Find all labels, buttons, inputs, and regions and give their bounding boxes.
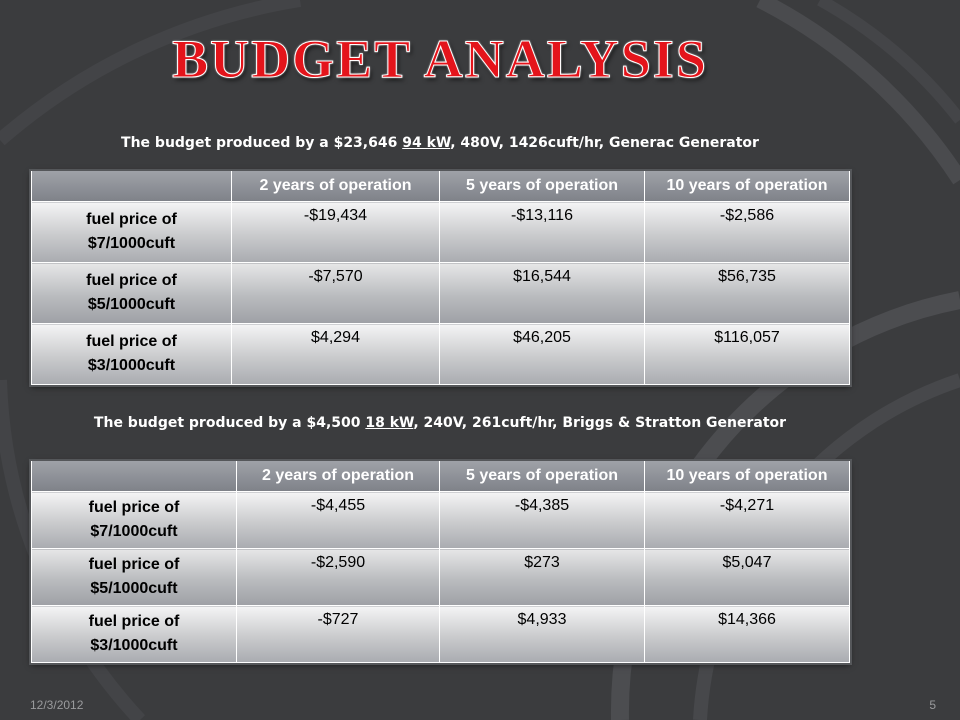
value-cell: $116,057	[644, 323, 850, 385]
row-label-line: fuel price of	[88, 556, 180, 573]
caption-text: The budget produced by a $23,646	[121, 135, 403, 151]
value-cell: $4,933	[439, 605, 645, 663]
row-label-line: fuel price of	[86, 333, 177, 350]
table-header-row: 2 years of operation 5 years of operatio…	[31, 171, 850, 202]
header-cell-empty	[31, 171, 232, 202]
row-label: fuel price of $7/1000cuft	[31, 491, 237, 549]
header-cell: 10 years of operation	[644, 171, 850, 202]
row-label: fuel price of $3/1000cuft	[31, 605, 237, 663]
value-cell: $273	[439, 548, 645, 606]
row-label-line: $7/1000cuft	[87, 235, 176, 252]
table-row: fuel price of $7/1000cuft -$19,434 -$13,1…	[31, 201, 850, 263]
value-cell: -$19,434	[231, 201, 440, 263]
caption-underlined-text: 18 kW	[365, 415, 414, 431]
row-label-line: $5/1000cuft	[90, 580, 178, 597]
slide-number: 5	[929, 698, 936, 712]
footer-date: 12/3/2012	[30, 698, 84, 712]
value-cell: -$4,455	[236, 491, 440, 549]
value-cell: -$4,385	[439, 491, 645, 549]
header-cell: 2 years of operation	[236, 461, 440, 492]
row-label: fuel price of $5/1000cuft	[31, 548, 237, 606]
caption-text: The budget produced by a $4,500	[93, 415, 366, 431]
table-row: fuel price of $3/1000cuft $4,294 $46,205 …	[31, 323, 850, 385]
row-label-line: fuel price of	[88, 499, 180, 516]
caption-text: , 240V, 261cuft/hr, Briggs & Stratton Ge…	[413, 415, 787, 431]
value-cell: -$7,570	[231, 262, 440, 324]
header-cell-empty	[31, 461, 237, 492]
value-cell: -$2,586	[644, 201, 850, 263]
value-cell: $4,294	[231, 323, 440, 385]
value-cell: $14,366	[644, 605, 850, 663]
row-label-line: fuel price of	[86, 211, 177, 228]
header-cell: 10 years of operation	[644, 461, 850, 492]
row-label-line: fuel price of	[88, 613, 180, 630]
value-cell: $46,205	[439, 323, 645, 385]
header-cell: 5 years of operation	[439, 171, 645, 202]
row-label-line: $5/1000cuft	[87, 296, 176, 313]
table1-caption: The budget produced by a $23,646 94 kW, …	[0, 135, 880, 151]
header-cell: 5 years of operation	[439, 461, 645, 492]
row-label-line: fuel price of	[86, 272, 177, 289]
row-label-line: $7/1000cuft	[90, 523, 178, 540]
table-row: fuel price of $3/1000cuft -$727 $4,933 $1…	[31, 605, 850, 663]
value-cell: -$4,271	[644, 491, 850, 549]
value-cell: $5,047	[644, 548, 850, 606]
caption-text: , 480V, 1426cuft/hr, Generac Generator	[450, 135, 759, 151]
value-cell: -$2,590	[236, 548, 440, 606]
row-label-line: $3/1000cuft	[87, 357, 176, 374]
row-label: fuel price of $3/1000cuft	[31, 323, 232, 385]
caption-underlined-text: 94 kW	[402, 135, 451, 151]
header-cell: 2 years of operation	[231, 171, 440, 202]
value-cell: $16,544	[439, 262, 645, 324]
row-label: fuel price of $7/1000cuft	[31, 201, 232, 263]
table-row: fuel price of $7/1000cuft -$4,455 -$4,385…	[31, 491, 850, 549]
slide-title: BUDGET ANALYSIS	[172, 29, 708, 90]
row-label-line: $3/1000cuft	[90, 637, 178, 654]
generac-budget-table: 2 years of operation 5 years of operatio…	[31, 171, 850, 385]
row-label: fuel price of $5/1000cuft	[31, 262, 232, 324]
table2-caption: The budget produced by a $4,500 18 kW, 2…	[0, 415, 880, 431]
table-header-row: 2 years of operation 5 years of operatio…	[31, 461, 850, 492]
value-cell: $56,735	[644, 262, 850, 324]
table-row: fuel price of $5/1000cuft -$2,590 $273 $5…	[31, 548, 850, 606]
value-cell: -$727	[236, 605, 440, 663]
briggs-stratton-budget-table: 2 years of operation 5 years of operatio…	[31, 461, 850, 663]
value-cell: -$13,116	[439, 201, 645, 263]
table-row: fuel price of $5/1000cuft -$7,570 $16,544…	[31, 262, 850, 324]
